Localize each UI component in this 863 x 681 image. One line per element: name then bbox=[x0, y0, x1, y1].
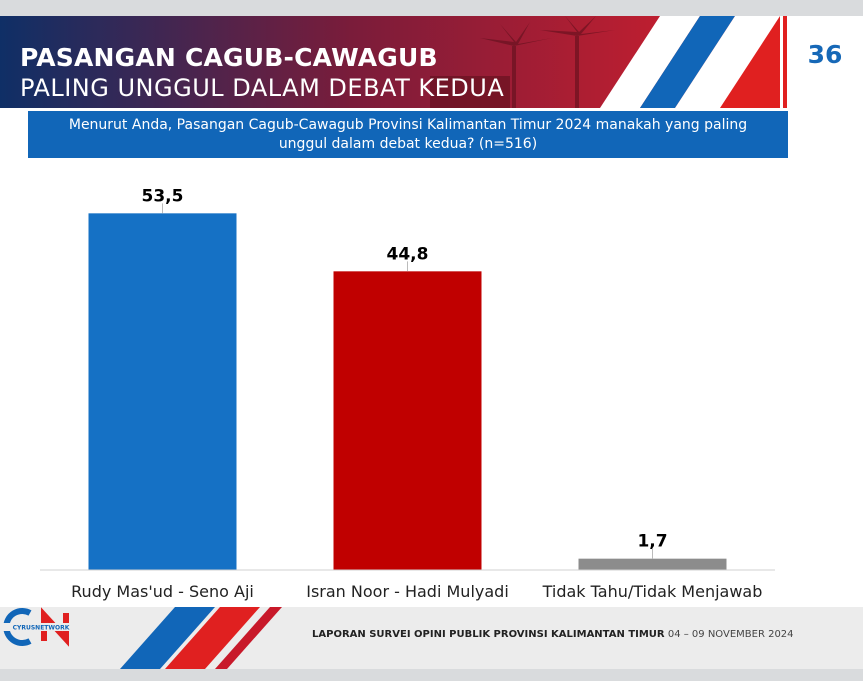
bar-3 bbox=[578, 558, 727, 570]
labels-layer: 53,5 Rudy Mas'ud - Seno Aji 44,8 Isran Noor… bbox=[71, 186, 762, 601]
bar-value-label-1: 53,5 bbox=[142, 186, 184, 206]
top-strip bbox=[0, 0, 863, 16]
palm-trees-silhouette bbox=[430, 16, 615, 108]
footer: CYRUSNETWORK LAPORAN SURVEI OPINI PUBLIK… bbox=[0, 607, 863, 669]
page-divider bbox=[783, 16, 787, 108]
category-label-2: Isran Noor - Hadi Mulyadi bbox=[306, 582, 509, 601]
footer-report-date: 04 – 09 NOVEMBER 2024 bbox=[667, 629, 794, 640]
bars-layer bbox=[88, 213, 727, 571]
footer-stripes bbox=[120, 607, 282, 669]
category-label-3: Tidak Tahu/Tidak Menjawab bbox=[542, 582, 763, 601]
title-line-2: PALING UNGGUL DALAM DEBAT KEDUA bbox=[20, 74, 505, 102]
bar-value-label-2: 44,8 bbox=[387, 244, 429, 264]
header-background bbox=[0, 16, 780, 108]
logo-text: CYRUSNETWORK bbox=[13, 625, 70, 632]
header-banner: PASANGAN CAGUB-CAWAGUB PALING UNGGUL DAL… bbox=[0, 16, 780, 108]
category-label-1: Rudy Mas'ud - Seno Aji bbox=[71, 582, 254, 601]
footer-report-line: LAPORAN SURVEI OPINI PUBLIK PROVINSI KAL… bbox=[312, 629, 794, 640]
bar-value-label-3: 1,7 bbox=[637, 532, 667, 552]
bottom-strip bbox=[0, 669, 863, 681]
question-text: Menurut Anda, Pasangan Cagub-Cawagub Pro… bbox=[68, 116, 748, 152]
cyrus-network-logo: CYRUSNETWORK bbox=[0, 607, 82, 647]
footer-report-title: LAPORAN SURVEI OPINI PUBLIK PROVINSI KAL… bbox=[312, 629, 665, 640]
title-line-1: PASANGAN CAGUB-CAWAGUB bbox=[20, 43, 438, 72]
bar-1 bbox=[88, 213, 237, 571]
bar-2 bbox=[333, 271, 482, 570]
page-number: 36 bbox=[807, 40, 843, 69]
bar-chart: 53,5 Rudy Mas'ud - Seno Aji 44,8 Isran Noor… bbox=[40, 186, 775, 601]
question-box: Menurut Anda, Pasangan Cagub-Cawagub Pro… bbox=[28, 111, 788, 158]
